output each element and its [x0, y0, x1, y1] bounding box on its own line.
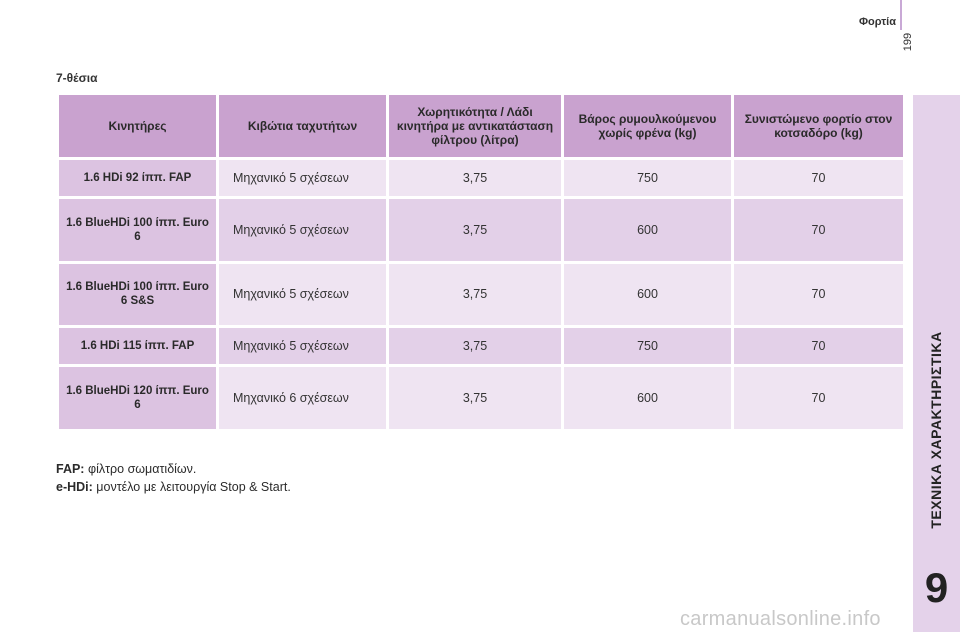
footnote-text: φίλτρο σωματιδίων. — [87, 462, 197, 476]
gearbox-cell: Μηχανικό 6 σχέσεων — [216, 364, 389, 432]
engine-cell: 1.6 BlueHDi 100 ίππ. Euro 6 S&S — [56, 260, 219, 329]
table-header-row: Κινητήρες Κιβώτια ταχυτήτων Χωρητικότητα… — [56, 92, 906, 160]
gearbox-cell: Μηχανικό 5 σχέσεων — [216, 157, 389, 199]
chapter-title: ΤΕΧΝΙΚΑ ΧΑΡΑΚΤΗΡΙΣΤΙΚΑ — [928, 331, 944, 529]
column-header-gearboxes: Κιβώτια ταχυτήτων — [216, 92, 389, 160]
gearbox-cell: Μηχανικό 5 σχέσεων — [216, 325, 389, 368]
engine-cell: 1.6 HDi 92 ίππ. FAP — [56, 157, 219, 199]
unbraked-trailer-cell: 750 — [561, 325, 734, 368]
unbraked-trailer-cell: 600 — [561, 364, 734, 432]
oil-capacity-cell: 3,75 — [386, 195, 564, 264]
footnotes: FAP: φίλτρο σωματιδίων. e-HDi: μοντέλο μ… — [56, 460, 291, 496]
watermark-text: carmanualsonline.info — [680, 608, 881, 630]
column-header-engines: Κινητήρες — [56, 92, 219, 160]
chapter-side-tab — [913, 95, 960, 632]
chapter-number: 9 — [924, 564, 949, 611]
oil-capacity-cell: 3,75 — [386, 364, 564, 432]
table-row: 1.6 BlueHDi 120 ίππ. Euro 6 Μηχανικό 6 σ… — [56, 364, 906, 432]
engine-cell: 1.6 BlueHDi 100 ίππ. Euro 6 — [56, 195, 219, 264]
footnote-ehdi: e-HDi: μοντέλο με λειτουργία Stop & Star… — [56, 478, 291, 496]
table-row: 1.6 HDi 92 ίππ. FAP Μηχανικό 5 σχέσεων 3… — [56, 157, 906, 199]
towbar-load-cell: 70 — [731, 260, 906, 329]
footnote-fap: FAP: φίλτρο σωματιδίων. — [56, 460, 291, 478]
table-row: 1.6 HDi 115 ίππ. FAP Μηχανικό 5 σχέσεων … — [56, 325, 906, 368]
oil-capacity-cell: 3,75 — [386, 157, 564, 199]
section-header: Φορτία — [859, 16, 896, 28]
oil-capacity-cell: 3,75 — [386, 260, 564, 329]
gearbox-cell: Μηχανικό 5 σχέσεων — [216, 195, 389, 264]
footnote-term: FAP: — [56, 462, 85, 476]
oil-capacity-cell: 3,75 — [386, 325, 564, 368]
column-header-oil-capacity: Χωρητικότητα / Λάδι κινητήρα με αντικατά… — [386, 92, 564, 160]
towbar-load-cell: 70 — [731, 157, 906, 199]
engine-cell: 1.6 BlueHDi 120 ίππ. Euro 6 — [56, 364, 219, 432]
unbraked-trailer-cell: 600 — [561, 195, 734, 264]
engine-cell: 1.6 HDi 115 ίππ. FAP — [56, 325, 219, 368]
footnote-text: μοντέλο με λειτουργία Stop & Start. — [96, 480, 291, 494]
unbraked-trailer-cell: 600 — [561, 260, 734, 329]
table-row: 1.6 BlueHDi 100 ίππ. Euro 6 Μηχανικό 5 σ… — [56, 195, 906, 264]
unbraked-trailer-cell: 750 — [561, 157, 734, 199]
footnote-term: e-HDi: — [56, 480, 93, 494]
towbar-load-cell: 70 — [731, 325, 906, 368]
specifications-table: Κινητήρες Κιβώτια ταχυτήτων Χωρητικότητα… — [56, 92, 906, 432]
column-header-unbraked-trailer: Βάρος ρυμουλκούμενου χωρίς φρένα (kg) — [561, 92, 734, 160]
towbar-load-cell: 70 — [731, 195, 906, 264]
table-row: 1.6 BlueHDi 100 ίππ. Euro 6 S&S Μηχανικό… — [56, 260, 906, 329]
header-divider — [900, 0, 902, 30]
towbar-load-cell: 70 — [731, 364, 906, 432]
column-header-towbar-load: Συνιστώμενο φορτίο στον κοτσαδόρο (kg) — [731, 92, 906, 160]
section-title: 7-θέσια — [56, 71, 98, 85]
gearbox-cell: Μηχανικό 5 σχέσεων — [216, 260, 389, 329]
page-number: 199 — [902, 32, 914, 52]
